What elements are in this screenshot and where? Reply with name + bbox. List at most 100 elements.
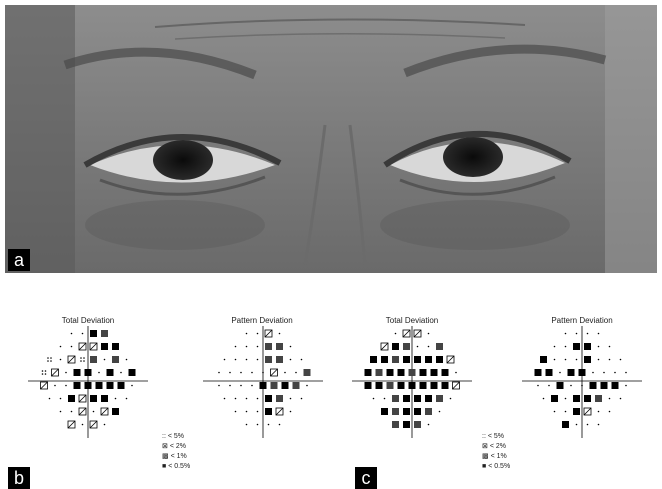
field-point-severe xyxy=(386,369,394,376)
field-point-severe xyxy=(112,343,119,350)
field-point-normal xyxy=(289,397,292,400)
field-point-5pct xyxy=(83,357,85,359)
field-point-normal xyxy=(586,423,589,426)
field-point-5pct xyxy=(47,357,49,359)
field-point-normal xyxy=(608,345,611,348)
field-point-2pct-hatch xyxy=(446,355,455,364)
field-point-severe xyxy=(84,369,92,376)
field-point-1pct xyxy=(414,421,421,428)
field-point-normal xyxy=(48,397,51,400)
field-point-1pct xyxy=(392,408,399,415)
field-point-normal xyxy=(564,332,567,335)
field-point-1pct xyxy=(276,395,283,402)
field-point-normal xyxy=(625,371,627,374)
field-point-1pct xyxy=(408,369,416,376)
field-point-normal xyxy=(455,371,457,374)
field-point-normal xyxy=(597,345,600,348)
title-b-total: Total Deviation xyxy=(61,316,115,325)
field-point-normal xyxy=(98,371,100,374)
field-point-5pct xyxy=(50,357,52,359)
field-point-normal xyxy=(234,358,237,361)
field-point-normal xyxy=(256,358,259,361)
field-point-normal xyxy=(597,410,600,413)
field-point-severe xyxy=(106,369,114,376)
field-point-severe xyxy=(370,356,377,363)
field-point-normal xyxy=(245,410,248,413)
field-point-normal xyxy=(218,371,220,374)
field-point-2pct xyxy=(413,329,422,338)
field-point-normal xyxy=(427,332,430,335)
field-point-severe xyxy=(408,382,416,389)
field-point-2pct xyxy=(264,329,273,338)
field-point-severe xyxy=(375,382,383,389)
field-point-normal xyxy=(575,358,578,361)
panel-label-a: a xyxy=(8,249,30,271)
field-point-normal xyxy=(592,371,594,374)
field-point-normal xyxy=(614,371,616,374)
field-point-normal xyxy=(256,345,259,348)
field-point-severe xyxy=(589,382,597,389)
field-point-1pct xyxy=(436,395,443,402)
legend-b: :: < 5% ⊠ < 2% ▩ < 1% ■ < 0.5% xyxy=(162,432,190,472)
field-point-normal xyxy=(597,423,600,426)
field-point-severe xyxy=(403,408,410,415)
field-point-1pct xyxy=(101,330,108,337)
field-point-normal xyxy=(262,371,264,374)
field-point-1pct xyxy=(265,356,272,363)
field-point-2pct xyxy=(270,368,278,377)
plot-c-pattern xyxy=(522,326,642,438)
field-point-1pct xyxy=(425,408,432,415)
field-point-severe xyxy=(381,408,388,415)
field-point-severe xyxy=(403,395,410,402)
field-point-normal xyxy=(59,358,62,361)
field-point-2pct-hatch xyxy=(67,420,76,429)
field-point-1pct xyxy=(436,343,443,350)
field-point-normal xyxy=(564,397,567,400)
field-point-normal xyxy=(59,397,62,400)
field-point-2pct xyxy=(67,355,76,364)
field-point-normal xyxy=(575,423,578,426)
field-point-normal xyxy=(70,410,73,413)
field-point-1pct xyxy=(375,369,383,376)
field-point-severe xyxy=(101,395,108,402)
field-point-2pct-hatch xyxy=(67,355,76,364)
field-point-normal xyxy=(125,397,128,400)
field-point-severe xyxy=(90,330,97,337)
field-point-severe xyxy=(540,356,547,363)
plot-b-total xyxy=(28,326,148,438)
field-point-severe xyxy=(584,343,591,350)
field-point-2pct-hatch xyxy=(583,407,592,416)
field-point-severe xyxy=(397,369,405,376)
field-point-normal xyxy=(564,358,567,361)
legend-item: ▩ < 1% xyxy=(482,453,507,460)
title-b-pattern: Pattern Deviation xyxy=(231,316,293,325)
field-point-normal xyxy=(120,371,122,374)
legend-item: ■ < 0.5% xyxy=(162,463,191,470)
field-point-1pct xyxy=(303,369,311,376)
field-point-1pct xyxy=(112,356,119,363)
field-point-normal xyxy=(218,384,220,387)
eyes-photo-drawing xyxy=(5,5,657,273)
field-point-2pct-hatch xyxy=(380,342,389,351)
field-point-normal xyxy=(300,358,303,361)
field-point-1pct xyxy=(292,382,300,389)
field-point-5pct xyxy=(47,360,49,362)
field-point-1pct xyxy=(392,356,399,363)
field-point-severe xyxy=(414,395,421,402)
field-point-normal xyxy=(234,410,237,413)
field-point-normal xyxy=(92,410,95,413)
field-point-normal xyxy=(245,332,248,335)
field-point-normal xyxy=(289,358,292,361)
field-point-severe xyxy=(425,395,432,402)
field-point-2pct xyxy=(78,394,87,403)
field-point-normal xyxy=(300,397,303,400)
title-c-pattern: Pattern Deviation xyxy=(551,316,613,325)
legend-c: :: < 5% ⊠ < 2% ▩ < 1% ■ < 0.5% xyxy=(482,432,510,472)
panel-label-c: c xyxy=(355,467,377,489)
field-point-severe xyxy=(600,382,608,389)
field-point-severe xyxy=(128,369,136,376)
field-point-severe xyxy=(281,382,289,389)
field-point-2pct-hatch xyxy=(78,342,87,351)
field-point-5pct xyxy=(44,370,47,372)
field-point-5pct xyxy=(41,370,44,372)
